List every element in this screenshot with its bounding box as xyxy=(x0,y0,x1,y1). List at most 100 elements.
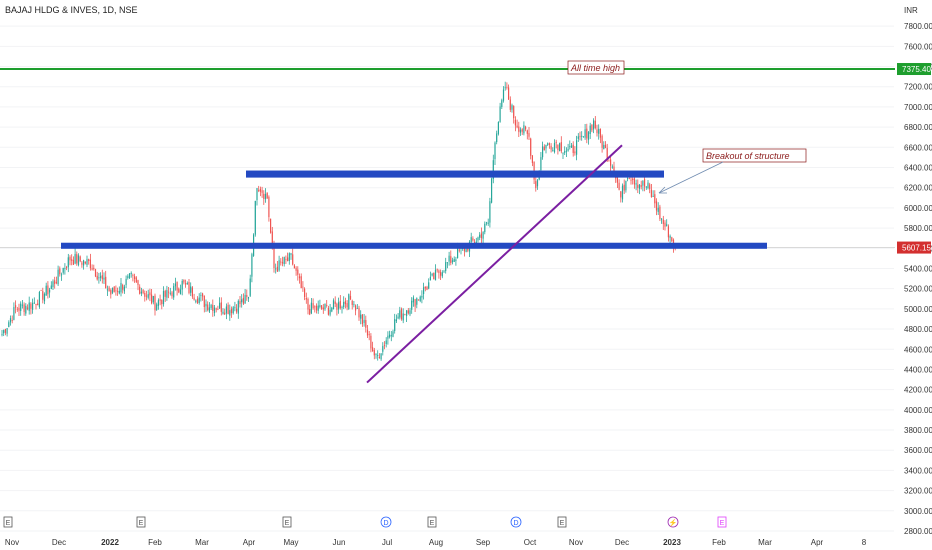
candle-body xyxy=(494,142,496,160)
support-zone-band[interactable] xyxy=(61,242,767,249)
rising-trendline[interactable] xyxy=(366,144,623,384)
candle-body xyxy=(470,237,472,243)
candle-body xyxy=(292,254,294,265)
candle-body xyxy=(118,290,120,294)
candle-body xyxy=(377,355,379,357)
candle-body xyxy=(324,303,326,310)
time-axis[interactable]: Nov Dec 2022 Feb Mar Apr May Jun Jul Aug Sep Oct Nov… xyxy=(5,538,867,547)
event-label: E xyxy=(430,520,435,527)
annotation-box-breakout[interactable] xyxy=(702,148,807,163)
candle-body xyxy=(28,302,30,311)
candle-body xyxy=(390,335,392,337)
candle-body xyxy=(509,99,511,110)
split-event-icon[interactable] xyxy=(667,516,679,528)
event-label: E xyxy=(720,520,725,527)
candle-body xyxy=(285,259,287,260)
candle-body xyxy=(196,298,199,303)
drawings: All time high Breakout of structure xyxy=(61,60,807,384)
candle-body xyxy=(202,293,204,297)
dividend-event-icon[interactable] xyxy=(380,516,392,528)
earnings-event-icon[interactable] xyxy=(717,516,727,528)
candle-body xyxy=(402,313,404,321)
annotation-box-ath[interactable] xyxy=(567,60,625,75)
earnings-event-icon[interactable] xyxy=(3,516,13,528)
candle-body xyxy=(190,286,192,293)
x-tick-label: Jun xyxy=(333,538,346,547)
candle-body xyxy=(370,335,372,349)
candle-body xyxy=(572,144,574,153)
y-tick-label: 6600.00 xyxy=(904,143,932,152)
candle-body xyxy=(336,303,338,310)
earnings-event-icon[interactable] xyxy=(427,516,437,528)
price-axis[interactable]: INR7800.007600.007400.007200.007000.0068… xyxy=(897,6,932,536)
candle-body xyxy=(382,346,384,352)
candle-body xyxy=(203,295,205,308)
candle-body xyxy=(669,236,671,238)
candle-body xyxy=(288,253,290,262)
candle-body xyxy=(553,143,556,153)
y-tick-label: 4400.00 xyxy=(904,365,932,374)
candle-body xyxy=(232,307,234,314)
candle-body xyxy=(151,294,153,304)
candle-body xyxy=(9,318,12,323)
candles xyxy=(1,81,676,361)
x-tick-label: Feb xyxy=(712,538,726,547)
x-tick-label: Oct xyxy=(524,538,537,547)
candle-body xyxy=(616,177,618,183)
candle-body xyxy=(198,297,200,303)
candle-body xyxy=(465,245,467,252)
candle-body xyxy=(166,290,168,298)
y-tick-label: 7200.00 xyxy=(904,83,932,92)
candle-body xyxy=(276,266,278,272)
candle-body xyxy=(484,223,486,233)
candle-body xyxy=(162,291,165,305)
symbol-title: BAJAJ HLDG & INVES, 1D, NSE xyxy=(5,5,138,15)
candle-body xyxy=(429,276,431,281)
candle-body xyxy=(237,300,239,314)
candle-body xyxy=(154,295,156,311)
candle-body xyxy=(416,298,418,305)
x-tick-label: 8 xyxy=(862,538,867,547)
candle-body xyxy=(562,152,564,154)
candle-body xyxy=(654,194,656,204)
candle-body xyxy=(74,254,76,264)
candle-body xyxy=(275,268,277,270)
candle-body xyxy=(349,295,352,300)
candle-body xyxy=(610,159,612,166)
y-tick-label: 5800.00 xyxy=(904,224,932,233)
resistance-zone-band[interactable] xyxy=(246,170,664,178)
candle-body xyxy=(280,261,282,263)
currency-label: INR xyxy=(904,6,918,15)
x-tick-label: Aug xyxy=(429,538,443,547)
candle-body xyxy=(453,259,455,262)
candle-body xyxy=(132,274,134,276)
candle-body xyxy=(66,267,68,268)
earnings-event-icon[interactable] xyxy=(282,516,292,528)
dividend-event-icon[interactable] xyxy=(510,516,522,528)
candle-body xyxy=(472,238,474,241)
x-tick-label: Apr xyxy=(243,538,256,547)
candle-body xyxy=(570,145,573,148)
candle-body xyxy=(581,135,583,137)
candle-body xyxy=(373,350,375,356)
candle-body xyxy=(156,304,158,311)
candle-body xyxy=(50,285,52,290)
candle-body xyxy=(633,178,635,185)
candle-body xyxy=(518,126,520,132)
candle-body xyxy=(368,334,370,336)
candle-body xyxy=(287,257,289,261)
candle-body xyxy=(191,287,193,297)
earnings-event-icon[interactable] xyxy=(557,516,567,528)
candle-body xyxy=(164,290,166,297)
candle-body xyxy=(45,285,47,296)
candle-body xyxy=(314,306,316,308)
event-label: ⚡ xyxy=(669,518,678,527)
candle-body xyxy=(657,207,659,212)
earnings-event-icon[interactable] xyxy=(136,516,146,528)
candle-body xyxy=(69,257,71,261)
price-tag-label: 5607.15 xyxy=(902,244,931,253)
candle-body xyxy=(264,193,267,200)
y-tick-label: 5200.00 xyxy=(904,285,932,294)
candle-body xyxy=(399,310,401,318)
